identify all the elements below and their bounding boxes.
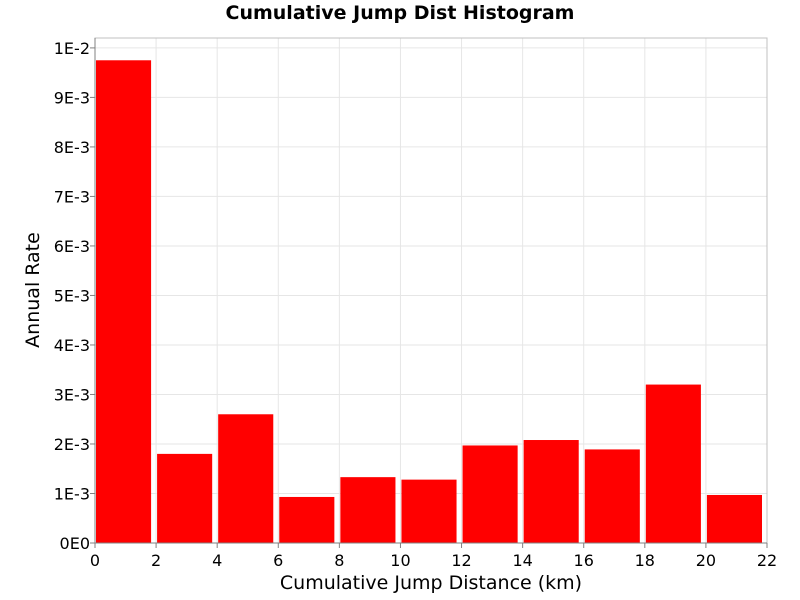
y-tick-label: 7E-3: [54, 187, 90, 206]
x-tick-label: 2: [151, 551, 161, 570]
x-tick-label: 18: [635, 551, 655, 570]
y-tick-label: 9E-3: [54, 88, 90, 107]
histogram-bar: [340, 477, 396, 543]
x-tick-label: 4: [212, 551, 222, 570]
x-tick-label: 8: [334, 551, 344, 570]
y-tick-label: 8E-3: [54, 138, 90, 157]
x-tick-label: 16: [574, 551, 594, 570]
y-tick-label: 6E-3: [54, 237, 90, 256]
y-tick-label: 1E-2: [54, 39, 90, 58]
histogram-bar: [462, 445, 518, 543]
y-tick-label: 5E-3: [54, 286, 90, 305]
histogram-bar: [279, 496, 335, 543]
histogram-bar: [645, 384, 701, 543]
histogram-bar: [96, 60, 152, 543]
x-tick-label: 14: [512, 551, 532, 570]
histogram-bar: [218, 414, 274, 543]
y-tick-label: 0E0: [60, 534, 90, 553]
histogram-bar: [157, 453, 213, 543]
y-tick-label: 1E-3: [54, 484, 90, 503]
histogram-bar: [523, 440, 579, 543]
x-tick-label: 0: [90, 551, 100, 570]
x-tick-label: 6: [273, 551, 283, 570]
histogram-bars: [96, 60, 762, 543]
y-tick-label: 2E-3: [54, 435, 90, 454]
axes: [94, 37, 768, 544]
chart-title: Cumulative Jump Dist Histogram: [225, 2, 575, 24]
x-tick-label: 22: [757, 551, 777, 570]
y-axis-label: Annual Rate: [22, 232, 44, 348]
y-axis-ticks: 0E0 1E-3 2E-3 3E-3 4E-3 5E-3 6E-3 7E-3 8E-3 9E-3 1…: [54, 39, 95, 553]
histogram-bar: [401, 479, 457, 543]
x-axis-ticks: 0 2 4 6 8 10 12 14 16 18 20 22: [90, 543, 777, 570]
y-tick-label: 4E-3: [54, 336, 90, 355]
histogram-bar: [584, 449, 640, 543]
x-tick-label: 12: [451, 551, 471, 570]
y-tick-label: 3E-3: [54, 385, 90, 404]
histogram-bar: [706, 494, 762, 543]
x-tick-label: 20: [696, 551, 716, 570]
x-tick-label: 10: [390, 551, 410, 570]
x-axis-label: Cumulative Jump Distance (km): [279, 572, 583, 594]
